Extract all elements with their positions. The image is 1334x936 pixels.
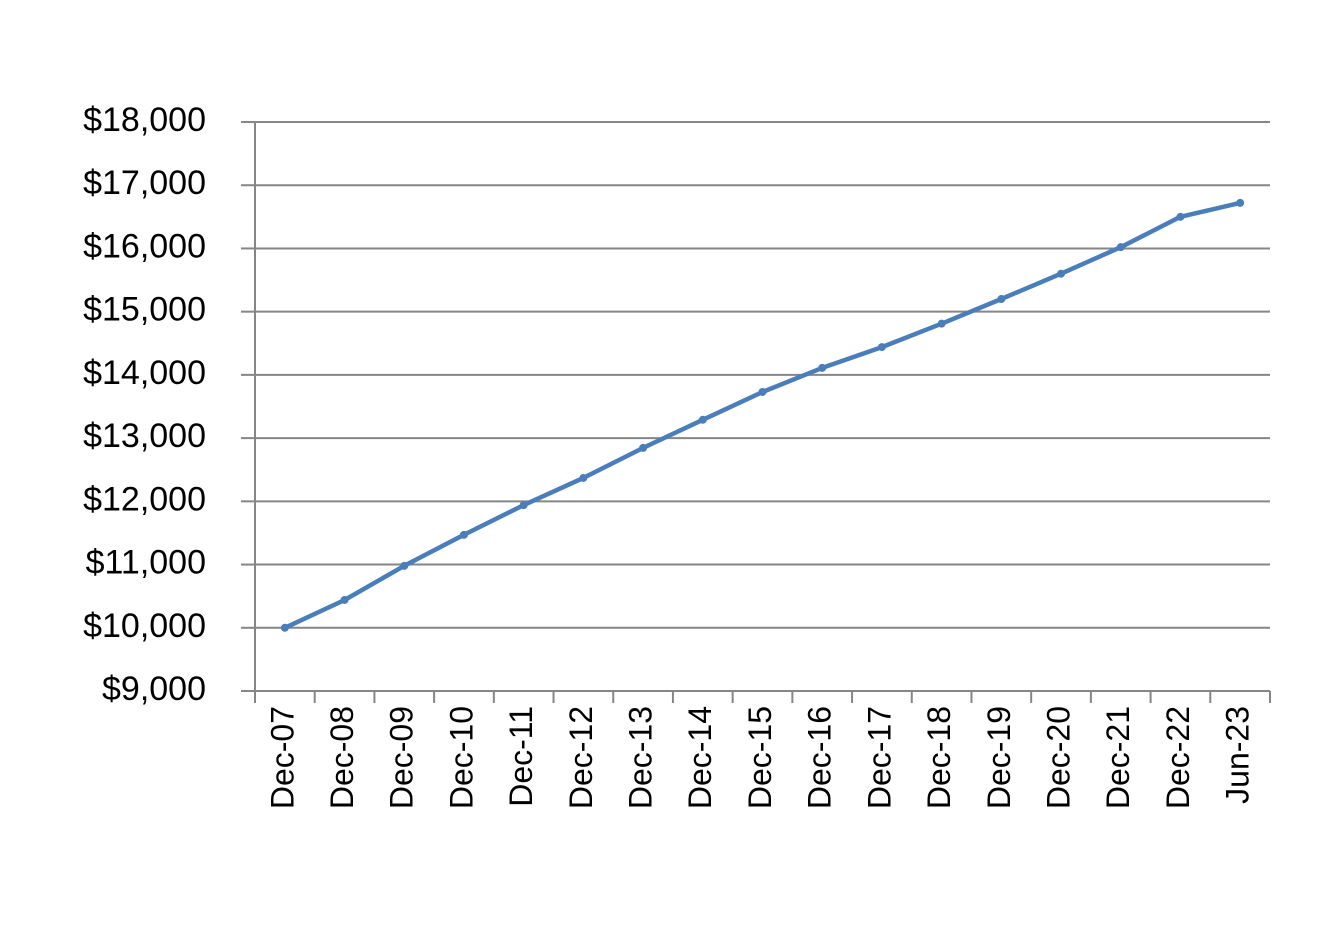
x-tick-label: Dec-10 <box>443 706 479 809</box>
x-tick-label: Dec-12 <box>563 706 599 809</box>
data-point <box>459 530 468 539</box>
data-point <box>937 319 946 328</box>
data-point <box>400 561 409 570</box>
data-point <box>1057 269 1066 278</box>
data-point <box>698 415 707 424</box>
data-point <box>340 595 349 604</box>
y-tick-label: $9,000 <box>102 670 206 708</box>
data-point <box>758 387 767 396</box>
data-point <box>818 363 827 372</box>
y-tick-label: $15,000 <box>83 291 206 329</box>
data-point <box>579 473 588 482</box>
x-tick-label: Dec-21 <box>1100 706 1136 809</box>
x-tick-label: Dec-14 <box>682 706 718 809</box>
x-tick-label: Dec-08 <box>324 706 360 809</box>
y-tick-label: $10,000 <box>83 607 206 645</box>
x-tick-label: Dec-20 <box>1040 706 1076 809</box>
x-tick-label: Dec-13 <box>623 706 659 809</box>
x-tick-label: Dec-15 <box>742 706 778 809</box>
y-tick-label: $12,000 <box>83 480 206 518</box>
x-tick-label: Jun-23 <box>1220 706 1256 804</box>
data-point <box>1236 198 1245 207</box>
y-tick-label: $13,000 <box>83 417 206 455</box>
y-tick-label: $11,000 <box>86 544 206 582</box>
x-tick-label: Dec-19 <box>981 706 1017 809</box>
data-point <box>280 623 289 632</box>
x-tick-label: Dec-09 <box>384 706 420 809</box>
x-tick-label: Dec-22 <box>1160 706 1196 809</box>
data-point <box>997 295 1006 304</box>
x-tick-label: Dec-16 <box>802 706 838 809</box>
x-tick-label: Dec-11 <box>503 706 539 807</box>
data-point <box>1176 212 1185 221</box>
data-point <box>519 501 528 510</box>
y-tick-label: $18,000 <box>83 101 206 139</box>
data-point <box>1116 243 1125 252</box>
y-tick-label: $16,000 <box>83 227 206 265</box>
x-tick-label: Dec-07 <box>264 706 300 809</box>
y-tick-label: $17,000 <box>83 164 206 202</box>
x-tick-label: Dec-18 <box>921 706 957 809</box>
data-point <box>639 443 648 452</box>
y-tick-label: $14,000 <box>83 354 206 392</box>
x-tick-label: Dec-17 <box>861 706 897 809</box>
data-point <box>877 343 886 352</box>
